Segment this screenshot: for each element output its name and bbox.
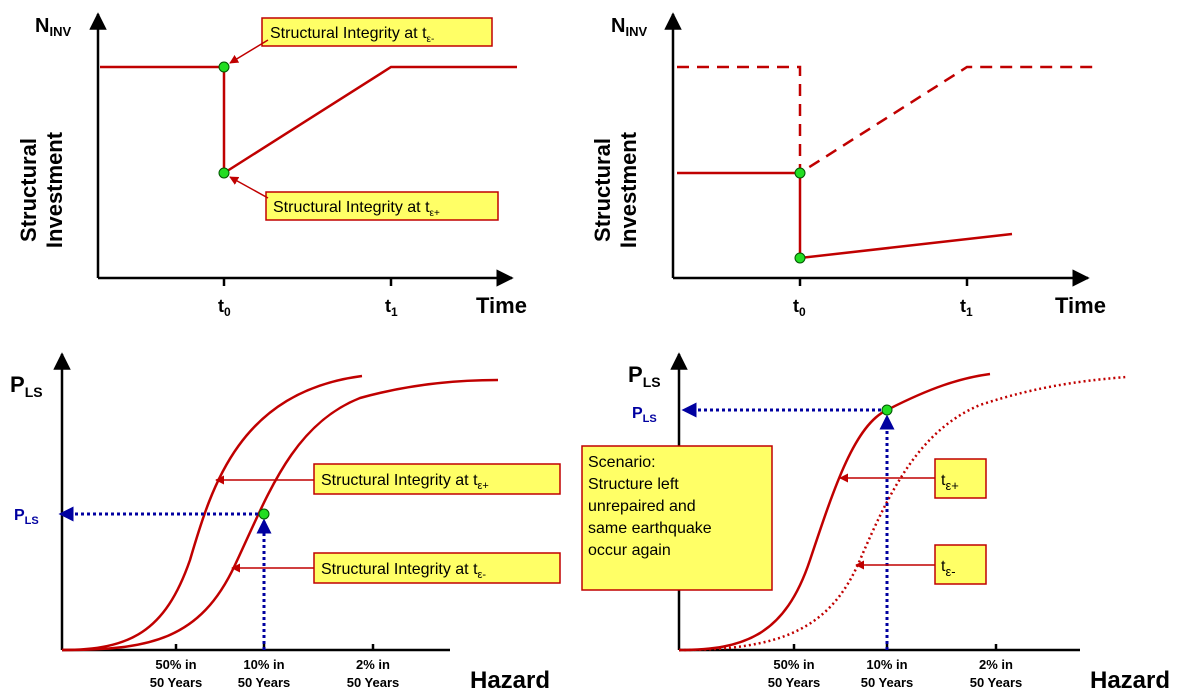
tick-label-10pct-line2: 50 Years (861, 675, 914, 690)
callout-bottom (265, 191, 499, 221)
y-symbol: PLS (10, 372, 43, 400)
point-before (218, 61, 230, 73)
callout-bottom-arrow (229, 176, 269, 199)
y-label-line1: Structural (16, 138, 41, 242)
tick-label-10pct-line1: 10% in (243, 657, 284, 672)
scenario-line-4: same earthquake (588, 520, 712, 537)
x-label: Time (1055, 293, 1106, 318)
callout-upper (313, 463, 561, 495)
scenario-box (581, 445, 773, 591)
panel-top-right: NINV Structural Investment t0 t1 Time (590, 12, 1106, 319)
callout-top-arrow (229, 39, 269, 64)
tick-label-50pct-line2: 50 Years (768, 675, 821, 690)
tick-label-50pct-line2: 50 Years (150, 675, 203, 690)
callout-upper-text: Structural Integrity at tε+ (321, 472, 489, 492)
tag-minus (934, 544, 987, 585)
tick-label-50pct-line1: 50% in (155, 657, 196, 672)
fragility-curve-repeat-event (678, 375, 1127, 652)
pls-marker: PLS (14, 507, 39, 527)
tick-label-2pct-line2: 50 Years (970, 675, 1023, 690)
tick-label-2pct-line2: 50 Years (347, 675, 400, 690)
callout-top (261, 17, 493, 47)
x-label: Hazard (470, 667, 550, 694)
pls-marker: PLS (632, 405, 657, 425)
y-symbol: NINV (611, 15, 647, 39)
scenario-line-1: Scenario: (588, 454, 656, 471)
scenario-line-5: occur again (588, 542, 671, 559)
point-after (794, 252, 806, 264)
pls-point (881, 404, 893, 416)
x-label: Time (476, 293, 527, 318)
tick-label-t0: t0 (793, 296, 806, 319)
panel-top-left: NINV Structural Investment t0 t1 Time St… (16, 12, 527, 319)
tick-label-50pct-line1: 50% in (773, 657, 814, 672)
scenario-line-3: unrepaired and (588, 498, 696, 515)
point-after (218, 167, 230, 179)
point-before (794, 167, 806, 179)
tag-plus-text: tε+ (941, 472, 959, 493)
callout-top-text: Structural Integrity at tε- (270, 25, 434, 45)
fragility-curve-damaged (61, 378, 499, 652)
y-label-line2: Investment (42, 131, 67, 248)
panel-bottom-right: PLS PLS 50% in 50 Years 10% in 50 Years … (581, 352, 1170, 694)
panel-bottom-left: PLS PLS 50% in 50 Years 10% in 50 Years … (10, 352, 561, 694)
tick-label-t0: t0 (218, 296, 231, 319)
investment-line (100, 65, 517, 176)
scenario-line-2: Structure left (588, 476, 679, 493)
tag-minus-text: tε- (941, 558, 956, 579)
tick-label-t1: t1 (960, 296, 973, 319)
tick-label-10pct-line1: 10% in (866, 657, 907, 672)
x-label: Hazard (1090, 667, 1170, 694)
investment-line (677, 171, 1013, 260)
tag-plus (934, 458, 987, 499)
previous-investment-line (677, 65, 1093, 176)
pls-point (258, 508, 270, 520)
callout-bottom-text: Structural Integrity at tε+ (273, 199, 440, 219)
tick-label-10pct-line2: 50 Years (238, 675, 291, 690)
callout-lower (313, 552, 561, 584)
y-symbol: NINV (35, 15, 71, 39)
y-label-line1: Structural (590, 138, 615, 242)
y-symbol: PLS (628, 362, 661, 390)
tick-label-t1: t1 (385, 296, 398, 319)
y-label-line2: Investment (616, 131, 641, 248)
tick-label-2pct-line1: 2% in (979, 657, 1013, 672)
callout-lower-text: Structural Integrity at tε- (321, 561, 486, 581)
fragility-curve-intact (61, 374, 363, 652)
tick-label-2pct-line1: 2% in (356, 657, 390, 672)
fragility-curve-intact (678, 372, 991, 652)
